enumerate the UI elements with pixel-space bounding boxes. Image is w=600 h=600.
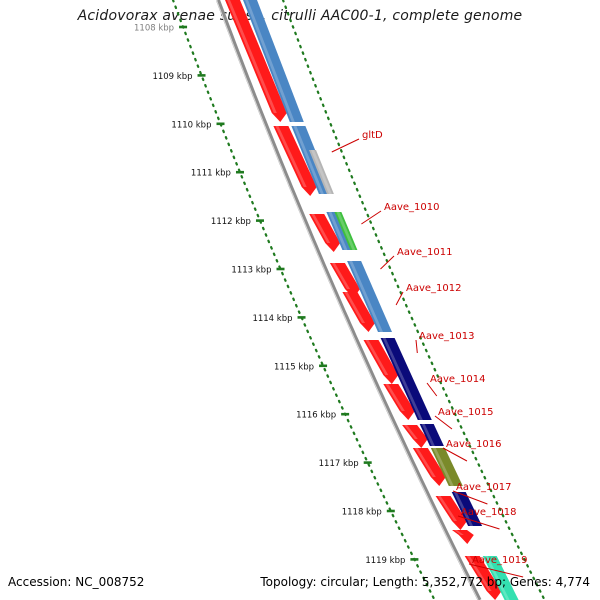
gene-label: Aave_1016 [446, 439, 502, 450]
ruler-tick-label: 1119 kbp [365, 556, 405, 566]
feature-block-sheen [349, 261, 383, 332]
cds-arrow [435, 496, 467, 530]
feature-block [243, 0, 304, 122]
gene-label: gltD [362, 130, 383, 141]
ruler-tick-label: 1116 kbp [296, 411, 336, 421]
feature-block-sheen [328, 212, 348, 250]
feature-block [380, 338, 432, 420]
ruler-tick-label: 1114 kbp [252, 314, 292, 324]
accession-text: Accession: NC_008752 [8, 575, 145, 589]
gene-label: Aave_1018 [461, 507, 517, 518]
ruler-tick-label: 1109 kbp [152, 72, 192, 82]
cds-arrow-sheen [454, 530, 464, 535]
cds-arrow-sheen [331, 263, 350, 289]
cds-arrow-sheen [275, 126, 307, 187]
feature-block [451, 492, 483, 526]
gene-label: Aave_1012 [406, 283, 462, 294]
cds-arrow-sheen [404, 425, 418, 439]
feature-block [430, 448, 463, 486]
cds-arrow-sheen [365, 340, 389, 375]
topology-text: Topology: circular; Length: 5,352,772 bp… [260, 575, 590, 589]
cds-arrow [464, 556, 502, 600]
gene-label-leader [415, 339, 418, 354]
feature-block [347, 261, 392, 332]
feature-block-sheen [382, 338, 423, 420]
ruler-tick-label: 1108 kbp [134, 24, 174, 34]
cds-arrow-sheen [311, 214, 331, 243]
cds-arrow [273, 126, 317, 196]
feature-block-sheen [421, 424, 435, 446]
cds-arrow-sheen [437, 496, 457, 521]
feature-block-sheen [336, 212, 356, 250]
feature-block-sheen [484, 556, 510, 600]
feature-block [309, 150, 334, 194]
cds-arrow [225, 0, 287, 122]
gene-label: Aave_1014 [430, 374, 486, 385]
ruler-tick-label: 1110 kbp [171, 120, 211, 130]
ruler-tick-label: 1113 kbp [231, 266, 271, 276]
genome-title: Acidovorax avenae subsp. citrulli AAC00-… [77, 8, 523, 24]
ruler-tick-label: 1117 kbp [319, 459, 359, 469]
cds-arrow [452, 530, 474, 544]
gene-label: Aave_1015 [438, 407, 494, 418]
gene-label: Aave_1011 [397, 247, 453, 258]
cds-arrow-sheen [385, 384, 405, 411]
feature-block [482, 556, 519, 600]
gene-label-leader [395, 291, 404, 306]
cds-arrow [363, 340, 399, 384]
feature-block-sheen [432, 448, 454, 486]
feature-block-sheen [293, 126, 324, 194]
gene-label-leader [361, 210, 382, 225]
feature-block-sheen [245, 0, 295, 122]
cds-arrow [329, 263, 360, 298]
ruler-tick-label: 1112 kbp [211, 217, 251, 227]
cds-arrow [402, 425, 428, 448]
cds-arrow-sheen [344, 292, 365, 323]
ruler-tick-label: 1111 kbp [191, 169, 231, 179]
cds-arrow [383, 384, 415, 420]
backbone-line [216, 0, 482, 600]
outer-dotted-guide [281, 0, 546, 600]
gene-label: Aave_1010 [384, 202, 440, 213]
gene-label: Aave_1019 [472, 555, 528, 566]
cds-arrow-sheen [227, 0, 277, 113]
feature-block [334, 212, 358, 250]
cds-arrow [412, 448, 446, 486]
ruler-tick-label: 1115 kbp [274, 362, 314, 372]
backbone-highlight [216, 0, 479, 600]
feature-block-sheen [453, 492, 474, 526]
gene-label-leader [442, 447, 468, 462]
ruler-dotted-line [171, 0, 436, 600]
ruler-tick-label: 1118 kbp [342, 508, 382, 518]
gene-label-leader [457, 515, 500, 530]
gene-label-leader [331, 138, 360, 153]
gene-label-leader [452, 490, 488, 505]
gene-label-leader [434, 415, 453, 430]
gene-label-leader [468, 563, 524, 578]
cds-arrow [309, 214, 341, 252]
gene-label-leader [426, 382, 438, 397]
cds-arrow-sheen [414, 448, 436, 477]
gene-label-leader [380, 255, 395, 270]
gene-label: Aave_1017 [456, 482, 512, 493]
cds-arrow [342, 292, 375, 332]
feature-block-sheen [311, 150, 332, 194]
feature-block [419, 424, 444, 446]
gene-label: Aave_1013 [419, 331, 475, 342]
